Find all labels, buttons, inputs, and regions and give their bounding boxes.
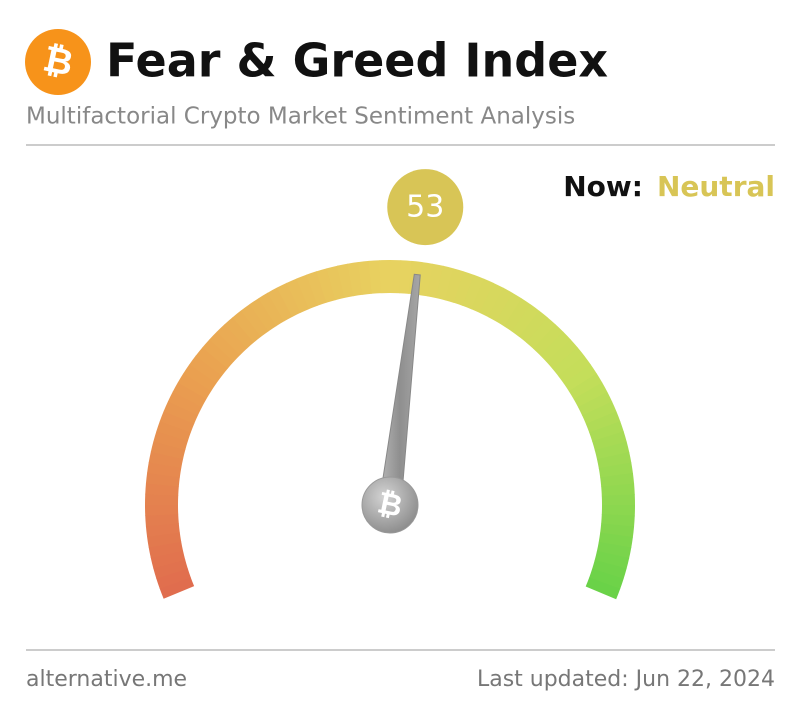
gauge-band bbox=[177, 372, 212, 399]
needle-hub bbox=[361, 476, 419, 534]
gauge-band bbox=[601, 505, 635, 517]
gauge-band bbox=[563, 364, 597, 392]
gauge-band bbox=[582, 401, 617, 425]
gauge-band bbox=[573, 382, 608, 408]
gauge-band bbox=[471, 278, 495, 314]
gauge-band bbox=[585, 577, 621, 600]
gauge-band bbox=[558, 355, 591, 384]
last-updated: Last updated: Jun 22, 2024 bbox=[477, 667, 775, 692]
gauge-band bbox=[147, 532, 182, 548]
gauge-band bbox=[296, 274, 318, 310]
gauge-band bbox=[358, 260, 372, 295]
gauge-band bbox=[568, 373, 603, 400]
gauge-band bbox=[249, 298, 277, 332]
gauge-band bbox=[240, 304, 269, 337]
gauge-band bbox=[390, 260, 402, 294]
gauge-band bbox=[258, 292, 285, 327]
gauge-band bbox=[585, 411, 621, 433]
gauge-band bbox=[479, 282, 504, 318]
gauge-band bbox=[156, 568, 191, 589]
gauge-band bbox=[598, 462, 633, 478]
gauge-band bbox=[189, 355, 223, 384]
gauge-band bbox=[276, 282, 301, 317]
gauge-band bbox=[145, 523, 180, 537]
gauge-band bbox=[209, 331, 241, 362]
gauge-band bbox=[511, 304, 540, 338]
gauge-band bbox=[183, 364, 217, 392]
gauge-band bbox=[519, 310, 548, 343]
gauge-band bbox=[145, 513, 179, 527]
value-bubble bbox=[387, 169, 464, 246]
gauge-band bbox=[267, 287, 293, 322]
gauge-band bbox=[552, 347, 585, 377]
gauge-band bbox=[150, 550, 186, 569]
gauge-band bbox=[596, 541, 632, 559]
logo bbox=[25, 29, 91, 95]
gauge-band bbox=[306, 271, 327, 306]
gauge-band bbox=[202, 339, 235, 369]
gauge-band bbox=[232, 310, 262, 343]
gauge: ₿53 bbox=[144, 169, 635, 600]
gauge-band bbox=[496, 292, 523, 327]
gauge-band bbox=[379, 260, 391, 294]
gauge-band bbox=[167, 391, 203, 416]
gauge-band bbox=[153, 559, 188, 579]
source: alternative.me bbox=[26, 667, 187, 692]
gauge-band bbox=[601, 514, 635, 527]
gauge-band bbox=[145, 493, 179, 505]
gauge-band bbox=[159, 577, 195, 599]
gauge-band bbox=[145, 483, 179, 496]
gauge-band bbox=[578, 391, 613, 416]
gauge-band bbox=[399, 260, 412, 294]
gauge-band bbox=[462, 274, 485, 310]
gauge-band bbox=[417, 262, 434, 297]
gauge-band bbox=[533, 324, 564, 356]
gauge-band bbox=[224, 316, 255, 349]
gauge-band bbox=[195, 347, 228, 376]
gauge-band bbox=[589, 421, 624, 442]
value-label: 53 bbox=[406, 190, 444, 225]
gauge-band bbox=[368, 260, 382, 294]
gauge-band bbox=[326, 265, 345, 301]
classification: Neutral bbox=[657, 170, 775, 203]
gauge-band bbox=[592, 559, 627, 580]
gauge-band bbox=[526, 317, 556, 350]
gauge-band bbox=[150, 441, 186, 460]
gauge-band bbox=[144, 504, 179, 516]
gauge-band bbox=[444, 268, 465, 303]
gauge-band bbox=[316, 268, 336, 303]
gauge-band bbox=[148, 451, 184, 469]
gauge-band bbox=[601, 483, 635, 497]
gauge-band bbox=[539, 331, 571, 363]
gauge-band bbox=[426, 263, 444, 299]
needle bbox=[378, 273, 421, 507]
gauge-band bbox=[594, 550, 630, 569]
gauge-band bbox=[147, 461, 182, 478]
gauge-band bbox=[598, 532, 633, 549]
gauge-band bbox=[159, 410, 195, 433]
gauge-band bbox=[153, 430, 188, 451]
gauge-band bbox=[163, 400, 199, 424]
gauge-band bbox=[589, 568, 624, 590]
gauge-band bbox=[600, 473, 635, 487]
gauge-band bbox=[172, 382, 207, 408]
gauge-band bbox=[435, 265, 454, 301]
gauge-band bbox=[487, 287, 513, 322]
gauge-band bbox=[592, 431, 627, 451]
gauge-band bbox=[286, 278, 310, 313]
gauge-band bbox=[546, 339, 579, 370]
gauge-band bbox=[503, 298, 531, 332]
gauge-band bbox=[347, 262, 363, 297]
gauge-band bbox=[156, 420, 191, 442]
gauge-band bbox=[601, 494, 635, 506]
subtitle: Multifactorial Crypto Market Sentiment A… bbox=[26, 104, 575, 130]
now-label: Now: bbox=[563, 170, 643, 203]
gauge-band bbox=[594, 441, 630, 460]
title: Fear & Greed Index bbox=[106, 34, 608, 88]
gauge-band bbox=[453, 271, 475, 306]
gauge-band bbox=[216, 324, 248, 356]
